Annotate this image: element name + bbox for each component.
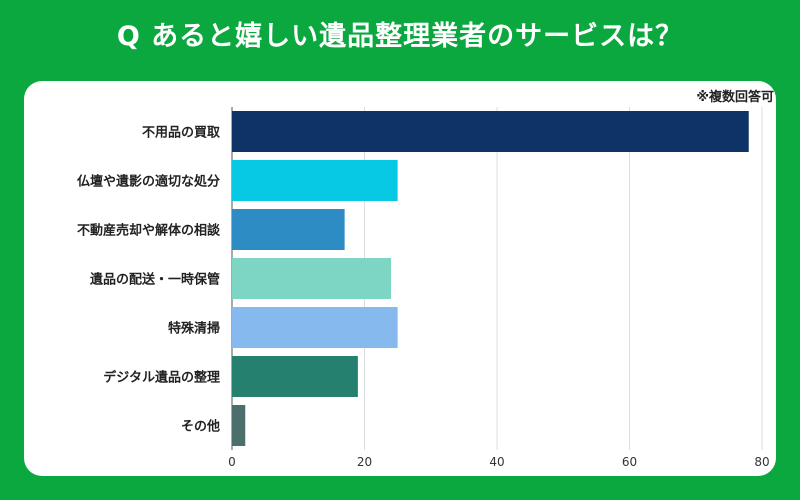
chart-title: Q あると嬉しい遺品整理業者のサービスは？ — [116, 21, 684, 52]
category-label: 遺品の配送・一時保管 — [89, 272, 220, 288]
category-label: 特殊清掃 — [168, 321, 220, 337]
category-label: 不動産売却や解体の相談 — [77, 223, 221, 239]
category-label: 不用品の買取 — [142, 126, 221, 141]
x-tick-label: 60 — [622, 455, 637, 469]
multiple-answer-note: ※複数回答可 — [696, 90, 774, 105]
x-tick-label: 0 — [228, 455, 236, 469]
bar — [232, 209, 345, 250]
x-tick-label: 20 — [357, 455, 372, 469]
bar — [232, 258, 391, 299]
bar — [232, 356, 358, 397]
bar — [232, 160, 398, 201]
category-label: デジタル遺品の整理 — [103, 370, 220, 386]
category-label: 仏壇や遺影の適切な処分 — [77, 174, 220, 190]
bar — [232, 307, 398, 348]
bar — [232, 111, 749, 152]
x-tick-label: 80 — [754, 455, 769, 469]
bar — [232, 405, 246, 446]
x-tick-label: 40 — [489, 455, 504, 469]
category-label: その他 — [181, 419, 220, 435]
